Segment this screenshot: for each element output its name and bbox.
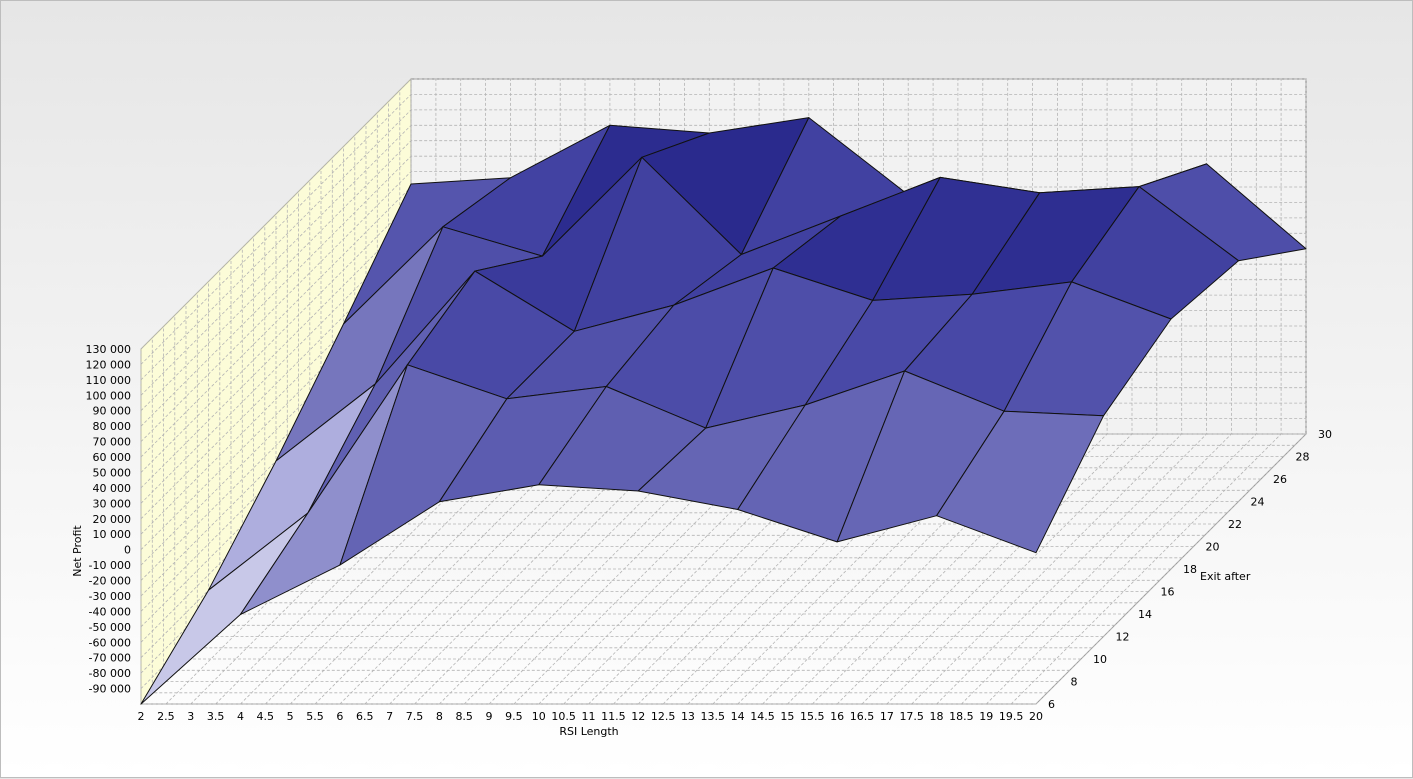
surface-mesh <box>140 117 1307 705</box>
x-tick-label: 11.5 <box>601 710 626 723</box>
x-tick-label: 6 <box>336 710 343 723</box>
x-gridline <box>836 79 1108 705</box>
y-tick-label: 6 <box>1048 698 1055 711</box>
x-tick-label: 4.5 <box>257 710 275 723</box>
x-tick-label: 7.5 <box>406 710 424 723</box>
z-tick-label: 80 000 <box>93 420 132 433</box>
x-tick-label: 19.5 <box>999 710 1024 723</box>
y-tick-label: 8 <box>1071 676 1078 689</box>
z-tick-label: -90 000 <box>89 683 131 696</box>
z-tick-label: 50 000 <box>93 466 132 479</box>
z-tick-label: 100 000 <box>86 389 132 402</box>
x-tick-label: 16.5 <box>850 710 875 723</box>
z-tick-label: 10 000 <box>93 528 132 541</box>
x-tick-label: 8 <box>436 710 443 723</box>
z-tick-label: -60 000 <box>89 636 131 649</box>
z-axis-title: Net Profit <box>71 525 84 577</box>
x-tick-label: 3 <box>187 710 194 723</box>
z-tick-label: 40 000 <box>93 482 132 495</box>
z-tick-label: -10 000 <box>89 559 131 572</box>
z-tick-label: -50 000 <box>89 621 131 634</box>
x-gridline <box>936 79 1207 705</box>
y-tick-label: 18 <box>1183 563 1197 576</box>
x-tick-label: 18 <box>930 710 944 723</box>
x-tick-label: 17.5 <box>899 710 924 723</box>
z-tick-label: 0 <box>124 544 131 557</box>
x-tick-label: 4 <box>237 710 244 723</box>
x-tick-label: 15 <box>780 710 794 723</box>
z-tick-label: 20 000 <box>93 513 132 526</box>
x-tick-label: 2 <box>138 710 145 723</box>
y-axis-title: Exit after <box>1200 570 1251 583</box>
z-tick-label: 70 000 <box>93 436 132 449</box>
x-gridline <box>961 79 1232 705</box>
x-tick-label: 12 <box>631 710 645 723</box>
x-tick-label: 16 <box>830 710 844 723</box>
x-gridline <box>1010 79 1282 705</box>
z-tick-label: 110 000 <box>86 374 132 387</box>
y-tick-label: 28 <box>1296 451 1310 464</box>
x-tick-label: 14.5 <box>750 710 775 723</box>
x-tick-label: 10 <box>532 710 546 723</box>
x-gridline <box>986 79 1257 705</box>
x-tick-label: 8.5 <box>455 710 473 723</box>
z-tick-label: 120 000 <box>86 358 132 371</box>
x-tick-label: 13 <box>681 710 695 723</box>
y-tick-label: 22 <box>1228 518 1242 531</box>
y-tick-label: 26 <box>1273 473 1287 486</box>
x-gridline <box>861 79 1133 705</box>
y-tick-label: 10 <box>1093 653 1107 666</box>
z-tick-label: -40 000 <box>89 605 131 618</box>
y-tick-label: 30 <box>1318 428 1332 441</box>
x-tick-label: 5 <box>287 710 294 723</box>
x-tick-label: 7 <box>386 710 393 723</box>
x-tick-label: 15.5 <box>800 710 825 723</box>
y-tick-label: 12 <box>1116 631 1130 644</box>
x-tick-label: 2.5 <box>157 710 175 723</box>
z-tick-label: -20 000 <box>89 575 131 588</box>
z-tick-label: 130 000 <box>86 343 132 356</box>
x-gridline <box>886 79 1158 705</box>
tick-labels: 130 000 120 000 110 000 100 000 90 000 80 000… <box>86 343 1333 723</box>
z-tick-label: -70 000 <box>89 652 131 665</box>
x-tick-label: 9 <box>486 710 493 723</box>
x-axis-title: RSI Length <box>559 725 618 738</box>
x-tick-label: 3.5 <box>207 710 225 723</box>
z-tick-label: 90 000 <box>93 405 132 418</box>
z-tick-label: -30 000 <box>89 590 131 603</box>
z-tick-label: -80 000 <box>89 667 131 680</box>
y-tick-label: 14 <box>1138 608 1152 621</box>
x-tick-label: 14 <box>731 710 745 723</box>
x-tick-label: 5.5 <box>306 710 324 723</box>
x-tick-label: 11 <box>582 710 596 723</box>
x-tick-label: 17 <box>880 710 894 723</box>
x-gridline <box>911 79 1183 705</box>
x-tick-label: 18.5 <box>949 710 974 723</box>
z-tick-label: 30 000 <box>93 497 132 510</box>
z-tick-label: 60 000 <box>93 451 132 464</box>
x-tick-label: 13.5 <box>701 710 726 723</box>
x-tick-label: 12.5 <box>651 710 676 723</box>
x-tick-label: 20 <box>1029 710 1043 723</box>
x-tick-label: 6.5 <box>356 710 374 723</box>
y-tick-label: 24 <box>1251 496 1265 509</box>
y-tick-label: 16 <box>1161 586 1175 599</box>
x-tick-label: 19 <box>979 710 993 723</box>
y-tick-label: 20 <box>1206 541 1220 554</box>
surface-cell <box>936 410 1104 554</box>
x-tick-label: 9.5 <box>505 710 523 723</box>
x-tick-label: 10.5 <box>551 710 576 723</box>
